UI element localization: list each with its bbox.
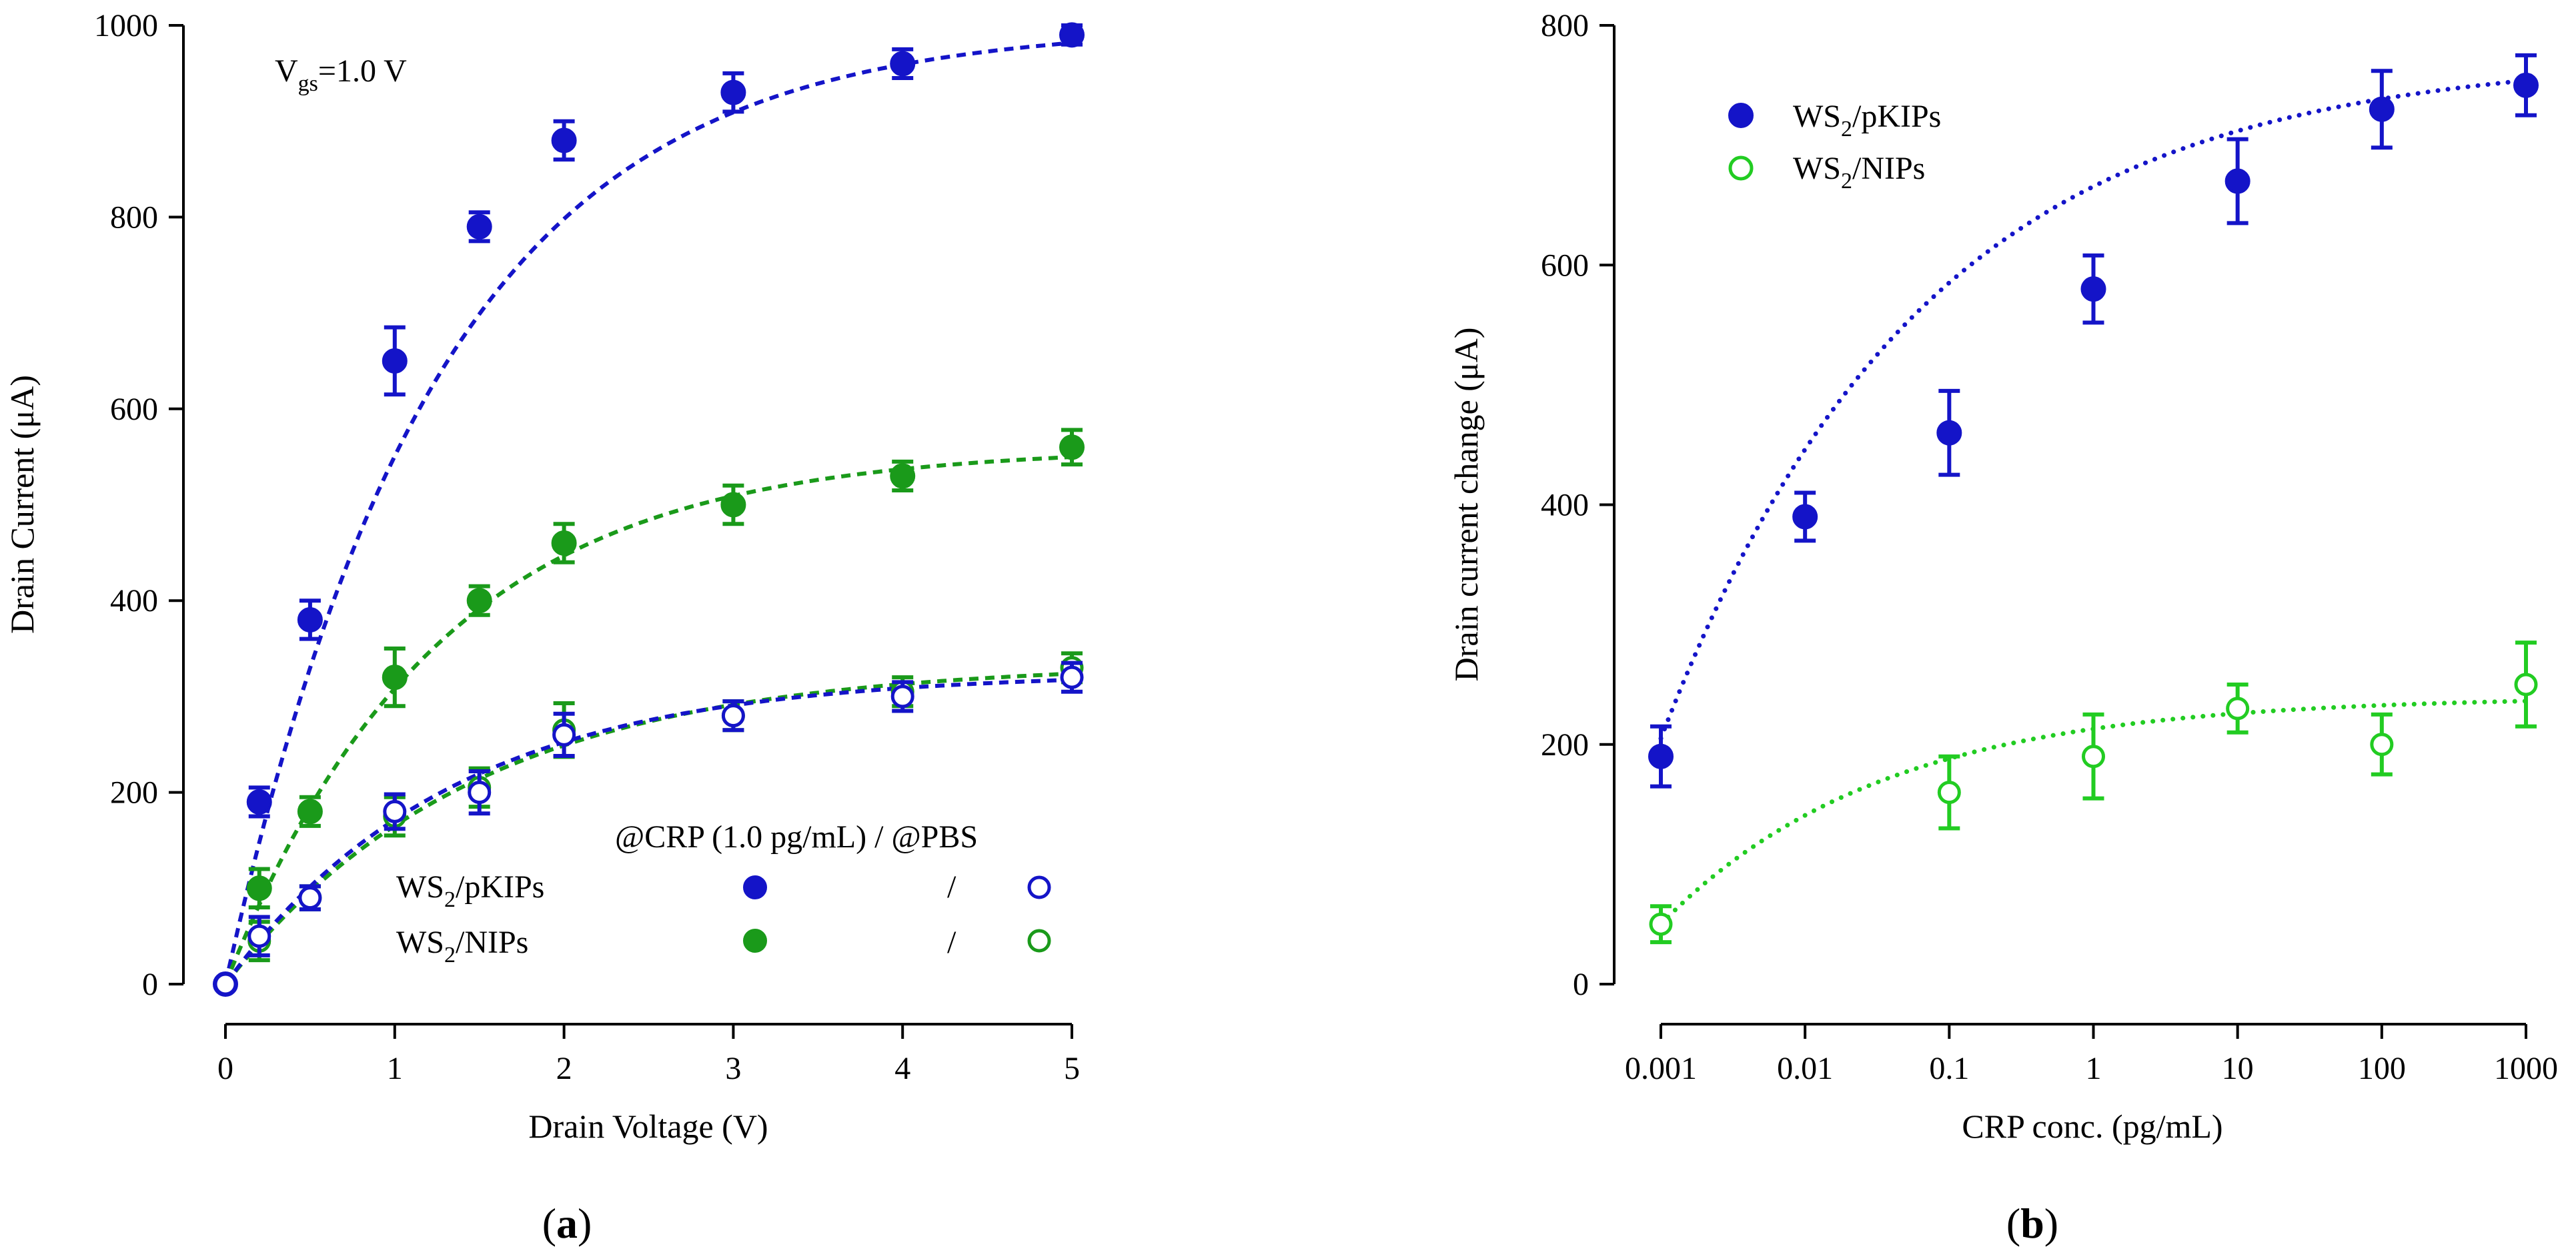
- vgs-main: V: [275, 53, 298, 89]
- b-point-ws2-nips: [1649, 912, 1673, 936]
- a-point-ws2-pkips-pbs: [247, 924, 271, 948]
- legend-b-marker-pkips: [1728, 103, 1754, 128]
- a-point-ws2-pkips-crp: [720, 79, 746, 105]
- legend-b-row-nips: WS2/NIPs: [1793, 151, 1925, 193]
- b-point-ws2-nips: [2514, 673, 2538, 697]
- a-point-ws2-pkips-crp: [297, 606, 323, 633]
- b-point-ws2-pkips: [2513, 72, 2539, 98]
- b-x-tick-label: 100: [2358, 1051, 2406, 1086]
- b-point-ws2-pkips: [1792, 504, 1818, 530]
- a-y-tick-label: 800: [110, 199, 158, 235]
- a-point-ws2-nips-crp: [1059, 434, 1085, 460]
- a-point-ws2-nips-crp: [297, 799, 323, 825]
- panel-a-legend: @CRP (1.0 pg/mL) / @PBS WS2/pKIPs WS2/NI…: [396, 819, 1051, 967]
- a-fit-ws2-pkips-crp: [223, 41, 1073, 985]
- panel-a-x-axis-title: Drain Voltage (V): [528, 1108, 768, 1145]
- b-point-ws2-pkips: [2369, 96, 2395, 122]
- legend-a-header: @CRP (1.0 pg/mL) / @PBS: [615, 819, 978, 855]
- a-point-ws2-pkips-pbs: [298, 886, 322, 910]
- panel-a-y-axis-title: Drain Current (μA): [3, 375, 41, 634]
- a-point-ws2-pkips-pbs: [468, 781, 492, 805]
- legend-a-separator-1: /: [947, 869, 956, 905]
- legend-a-row-nips: WS2/NIPs: [396, 925, 528, 967]
- legend-a-separator-2: /: [947, 925, 956, 960]
- a-x-tick-label: 3: [725, 1051, 741, 1086]
- legend-a-marker-nips-crp: [743, 929, 767, 953]
- b-point-ws2-pkips: [1936, 420, 1962, 446]
- a-y-tick-label: 200: [110, 775, 158, 811]
- a-point-ws2-pkips-pbs: [383, 799, 407, 823]
- b-x-tick-label: 1000: [2494, 1051, 2558, 1086]
- panel-b-y-axis-title: Drain current change (μA): [1447, 328, 1485, 682]
- a-point-ws2-pkips-crp: [382, 348, 408, 374]
- b-fit-ws2-pkips: [1658, 78, 2529, 741]
- panel-b-legend: WS2/pKIPs WS2/NIPs: [1728, 99, 1941, 193]
- legend-a-marker-pkips-crp: [743, 875, 767, 899]
- legend-a-marker-nips-pbs: [1027, 929, 1051, 953]
- b-x-tick-label: 0.01: [1777, 1051, 1833, 1086]
- a-point-ws2-pkips-pbs: [721, 704, 745, 728]
- chart-panel-b: 0 200 400 600 800 0.001 0.01 0.1 1 10 100 1000 CRP …: [1447, 8, 2558, 1247]
- b-y-tick-label: 600: [1541, 248, 1589, 283]
- b-y-tick-label: 200: [1541, 727, 1589, 763]
- b-point-ws2-nips: [2226, 697, 2250, 721]
- b-x-tick-label: 0.1: [1929, 1051, 1969, 1086]
- legend-a-row-pkips: WS2/pKIPs: [396, 869, 544, 912]
- a-y-tick-label: 0: [142, 967, 158, 1002]
- a-point-ws2-pkips-crp: [890, 51, 916, 77]
- a-point-ws2-nips-crp: [466, 588, 492, 614]
- a-point-ws2-nips-crp: [890, 463, 916, 489]
- b-x-tick-label: 0.001: [1625, 1051, 1697, 1086]
- legend-b-marker-nips: [1728, 155, 1754, 181]
- a-fit-ws2-nips-pbs: [223, 671, 1073, 985]
- chart-panel-a: 0 200 400 600 800 1000 0 1 2 3 4 5 Drain Voltage (V…: [3, 8, 1085, 1247]
- a-point-ws2-pkips-crp: [551, 127, 577, 153]
- a-point-ws2-pkips-crp: [1059, 22, 1085, 48]
- b-y-tick-label: 0: [1573, 967, 1589, 1002]
- a-y-tick-label: 1000: [94, 8, 158, 43]
- b-point-ws2-pkips: [1648, 743, 1674, 769]
- b-y-tick-label: 800: [1541, 8, 1589, 43]
- a-point-ws2-pkips-crp: [466, 214, 492, 240]
- a-point-ws2-pkips-pbs: [552, 723, 576, 747]
- b-point-ws2-nips: [2082, 745, 2105, 769]
- b-y-tick-label: 400: [1541, 488, 1589, 523]
- a-point-ws2-nips-crp: [382, 665, 408, 691]
- b-point-ws2-nips: [1937, 781, 1961, 805]
- a-point-ws2-nips-crp: [720, 492, 746, 518]
- a-x-tick-label: 2: [556, 1051, 572, 1086]
- b-point-ws2-nips: [2370, 733, 2394, 757]
- a-point-origin: [213, 972, 237, 996]
- a-point-ws2-nips-crp: [551, 530, 577, 556]
- panel-a-vgs-annotation: Vgs=1.0 V: [275, 53, 407, 96]
- a-x-tick-label: 4: [894, 1051, 910, 1086]
- a-x-tick-label: 1: [387, 1051, 403, 1086]
- a-fit-ws2-nips-crp: [223, 455, 1073, 985]
- vgs-sub: gs: [298, 71, 318, 96]
- a-point-ws2-pkips-crp: [246, 789, 272, 815]
- legend-a-marker-pkips-pbs: [1027, 875, 1051, 899]
- b-point-ws2-pkips: [2224, 168, 2250, 194]
- a-y-tick-label: 600: [110, 392, 158, 427]
- a-point-ws2-pkips-pbs: [890, 685, 914, 709]
- b-point-ws2-pkips: [2080, 276, 2106, 302]
- panel-b-label: (b): [2006, 1200, 2058, 1247]
- panel-b-x-axis-title: CRP conc. (pg/mL): [1962, 1108, 2222, 1145]
- legend-b-row-pkips: WS2/pKIPs: [1793, 99, 1941, 141]
- b-x-tick-label: 10: [2222, 1051, 2254, 1086]
- panel-a-label: (a): [542, 1200, 592, 1247]
- a-x-tick-label: 0: [217, 1051, 233, 1086]
- b-x-tick-label: 1: [2086, 1051, 2102, 1086]
- a-point-ws2-pkips-pbs: [1060, 665, 1084, 689]
- a-point-ws2-nips-crp: [246, 875, 272, 901]
- a-x-tick-label: 5: [1064, 1051, 1080, 1086]
- vgs-rest: =1.0 V: [318, 53, 407, 89]
- a-y-tick-label: 400: [110, 583, 158, 618]
